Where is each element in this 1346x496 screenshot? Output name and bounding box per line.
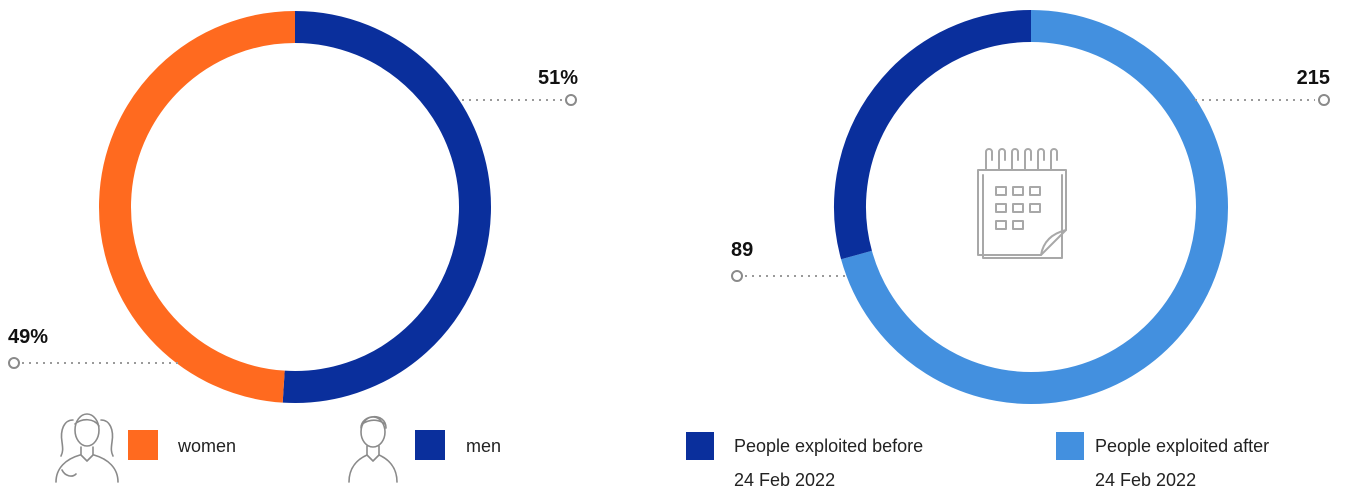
man-icon	[348, 415, 398, 483]
men-legend-swatch	[415, 430, 445, 460]
before-value-label: 89	[731, 239, 753, 261]
after-legend-line2: 24 Feb 2022	[1095, 470, 1196, 490]
after-value-label: 215	[1297, 67, 1330, 89]
after-legend-swatch	[1056, 432, 1084, 460]
women-segment	[99, 11, 296, 403]
before-legend-swatch	[686, 432, 714, 460]
before-leader-dot	[731, 270, 743, 282]
before-legend-line1: People exploited before	[734, 436, 923, 456]
woman-icon	[55, 413, 119, 483]
date-legend: People exploited before 24 Feb 2022 Peop…	[686, 432, 1269, 490]
before-legend-line2: 24 Feb 2022	[734, 470, 835, 490]
after-legend-line1: People exploited after	[1095, 436, 1269, 456]
women-value-label: 49%	[8, 326, 48, 348]
gender-donut-chart: 51% 49% women	[8, 11, 578, 483]
gender-donut-segments	[99, 11, 491, 403]
after-leader-dot	[1318, 94, 1330, 106]
date-donut-segments	[834, 10, 1228, 404]
before-segment	[834, 10, 1032, 260]
after-segment	[841, 10, 1228, 404]
women-legend-swatch	[128, 430, 158, 460]
women-leader-dot	[8, 357, 20, 369]
calendar-icon	[977, 148, 1067, 259]
women-legend-label: women	[177, 436, 236, 456]
men-leader-dot	[565, 94, 577, 106]
gender-legend: women men	[55, 413, 501, 483]
men-legend-label: men	[466, 436, 501, 456]
date-donut-chart: 215 89 People exploited before 24 Feb 20…	[686, 10, 1330, 490]
men-value-label: 51%	[538, 67, 578, 89]
men-segment	[282, 11, 491, 403]
